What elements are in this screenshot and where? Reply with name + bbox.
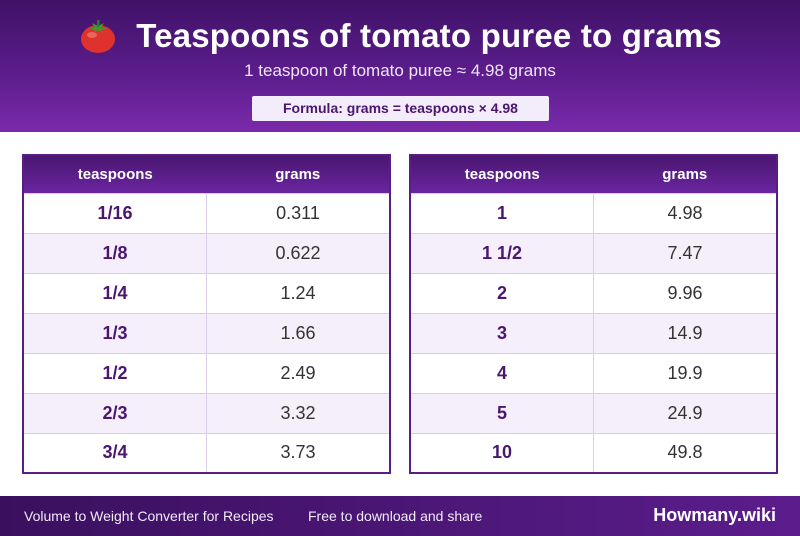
teaspoons-cell: 2/3	[23, 392, 207, 433]
table-row: 3 14.9	[410, 312, 777, 353]
footer-tagline: Volume to Weight Converter for Recipes	[24, 508, 274, 524]
table-row: 2/3 3.32	[23, 392, 390, 433]
table-row: 1/8 0.622	[23, 232, 390, 273]
grams-cell: 3.73	[206, 432, 390, 473]
table-row: 1/3 1.66	[23, 312, 390, 353]
teaspoons-cell: 2	[410, 272, 594, 313]
grams-cell: 1.66	[206, 312, 390, 353]
table-row: 3/4 3.73	[23, 432, 390, 473]
teaspoons-cell: 10	[410, 432, 594, 473]
table-row: 1/2 2.49	[23, 352, 390, 393]
teaspoons-cell: 1	[410, 192, 594, 233]
grams-cell: 24.9	[593, 392, 777, 433]
grams-cell: 14.9	[593, 312, 777, 353]
teaspoons-cell: 5	[410, 392, 594, 433]
teaspoons-cell: 1/8	[23, 232, 207, 273]
column-header-grams: grams	[206, 155, 390, 193]
teaspoons-cell: 3	[410, 312, 594, 353]
column-header-grams: grams	[593, 155, 777, 193]
table-row: 1/16 0.311	[23, 192, 390, 233]
grams-cell: 0.311	[206, 192, 390, 233]
brand-logo[interactable]: Howmany.wiki	[653, 505, 776, 525]
formula-badge: Formula: grams = teaspoons × 4.98	[252, 96, 549, 121]
table-header-row: teaspoons grams	[410, 155, 777, 193]
grams-cell: 19.9	[593, 352, 777, 393]
page-title: Teaspoons of tomato puree to grams	[136, 17, 722, 54]
footer: Volume to Weight Converter for Recipes F…	[0, 496, 800, 536]
grams-cell: 49.8	[593, 432, 777, 473]
teaspoons-cell: 1/16	[23, 192, 207, 233]
teaspoons-cell: 1/3	[23, 312, 207, 353]
grams-cell: 3.32	[206, 392, 390, 433]
grams-cell: 1.24	[206, 272, 390, 313]
table-row: 1/4 1.24	[23, 272, 390, 313]
grams-cell: 9.96	[593, 272, 777, 313]
table-row: 5 24.9	[410, 392, 777, 433]
tomato-icon	[81, 20, 116, 53]
teaspoons-cell: 4	[410, 352, 594, 393]
conversion-table-left: teaspoons grams 1/16 0.311 1/8 0.622 1/4…	[22, 154, 391, 474]
conversion-table-right: teaspoons grams 1 4.98 1 1/2 7.47 2 9.96…	[409, 154, 778, 474]
teaspoons-cell: 1/2	[23, 352, 207, 393]
column-header-teaspoons: teaspoons	[410, 155, 594, 193]
subtitle: 1 teaspoon of tomato puree ≈ 4.98 grams	[244, 61, 556, 80]
table-row: 1 1/2 7.47	[410, 232, 777, 273]
grams-cell: 0.622	[206, 232, 390, 273]
header: Teaspoons of tomato puree to grams 1 tea…	[0, 0, 800, 132]
title-row: Teaspoons of tomato puree to grams	[0, 14, 800, 58]
footer-share-note: Free to download and share	[308, 508, 483, 524]
table-header-row: teaspoons grams	[23, 155, 390, 193]
teaspoons-cell: 1/4	[23, 272, 207, 313]
table-row: 4 19.9	[410, 352, 777, 393]
teaspoons-cell: 3/4	[23, 432, 207, 473]
table-row: 10 49.8	[410, 432, 777, 473]
grams-cell: 2.49	[206, 352, 390, 393]
teaspoons-cell: 1 1/2	[410, 232, 594, 273]
grams-cell: 4.98	[593, 192, 777, 233]
table-row: 1 4.98	[410, 192, 777, 233]
table-row: 2 9.96	[410, 272, 777, 313]
grams-cell: 7.47	[593, 232, 777, 273]
column-header-teaspoons: teaspoons	[23, 155, 207, 193]
